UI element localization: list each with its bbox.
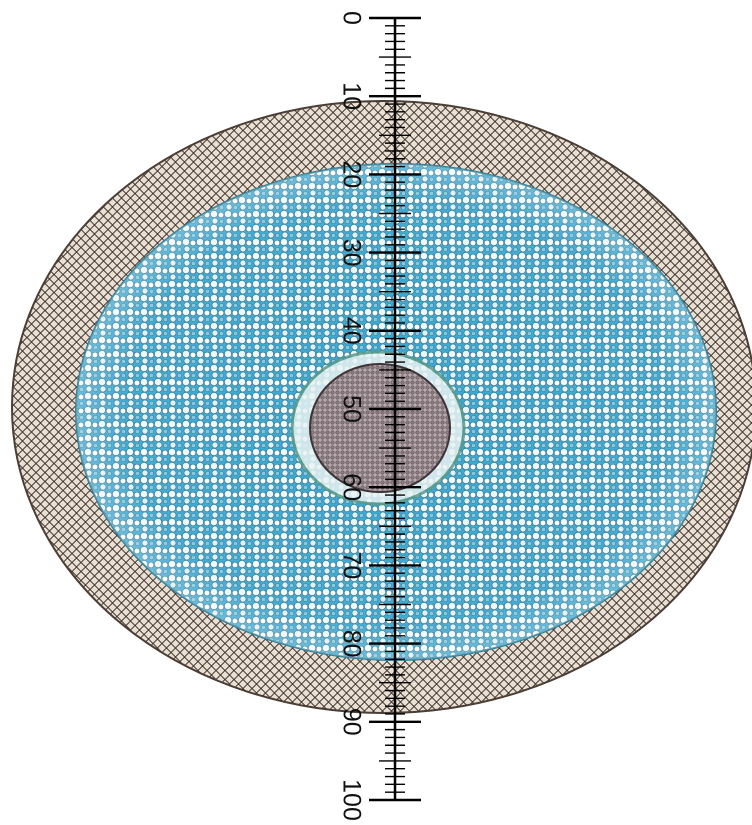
scale-tick-label: 100 (337, 779, 365, 821)
scale-tick-label: 90 (337, 708, 365, 736)
measuring-scale: 0 10 20 30 40 50 60 70 80 90 100 (337, 11, 421, 821)
scale-tick-label: 30 (337, 239, 365, 267)
scale-tick-label: 60 (337, 473, 365, 501)
scale-tick-label: 50 (337, 395, 365, 423)
vascular-stele (309, 363, 451, 493)
scale-tick-label: 80 (337, 630, 365, 658)
scale-tick-label: 70 (337, 551, 365, 579)
scale-tick-label: 20 (337, 160, 365, 188)
root-cross-section (11, 100, 752, 714)
scale-tick-label: 0 (337, 11, 365, 25)
scale-tick-label: 40 (337, 317, 365, 345)
scale-tick-label: 10 (337, 82, 365, 110)
